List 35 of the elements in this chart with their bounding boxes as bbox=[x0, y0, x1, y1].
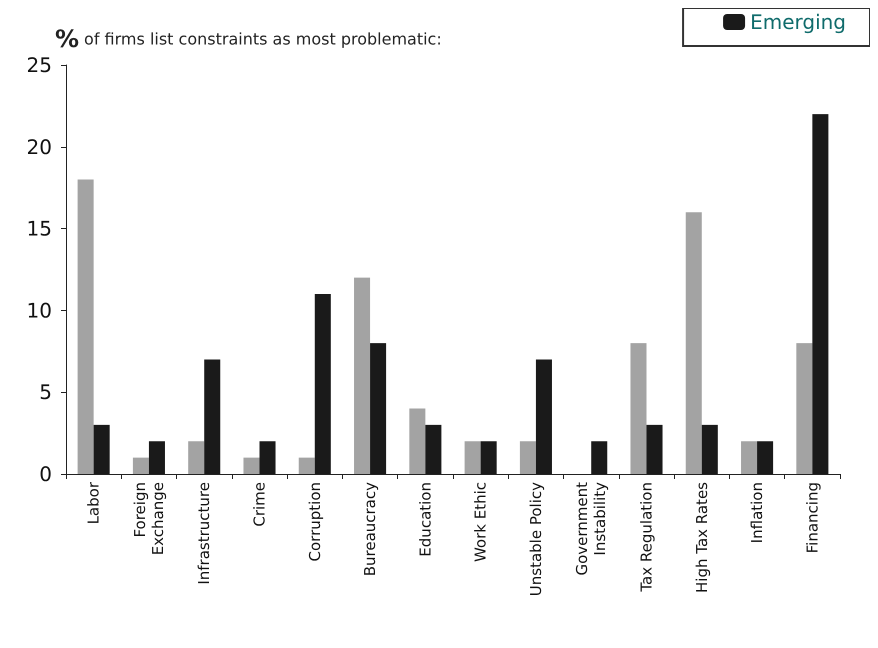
x-tick-label: Infrastructure bbox=[195, 482, 214, 585]
y-tick-label: 0 bbox=[39, 462, 52, 486]
y-tick-label: 20 bbox=[26, 134, 52, 159]
bar bbox=[188, 441, 204, 474]
bar bbox=[630, 343, 646, 474]
x-tick-label: Financing bbox=[803, 482, 822, 554]
bar bbox=[243, 458, 260, 474]
bar bbox=[78, 180, 94, 474]
x-tick-label: Bureaucracy bbox=[361, 482, 380, 576]
x-tick-label: Tax Regulation bbox=[638, 482, 656, 593]
x-tick-label: Government Instability bbox=[573, 482, 610, 576]
x-tick-label: Foreign Exchange bbox=[130, 482, 167, 556]
y-tick-label: 10 bbox=[26, 298, 52, 322]
x-tick-label: Corruption bbox=[306, 482, 324, 562]
x-tick-label: Inflation bbox=[748, 482, 766, 544]
x-tick-label: Crime bbox=[250, 482, 268, 527]
bar bbox=[796, 343, 812, 474]
x-tick-label: High Tax Rates bbox=[692, 482, 711, 593]
bar bbox=[520, 441, 536, 474]
bar bbox=[409, 408, 426, 474]
bar bbox=[686, 212, 702, 474]
y-tick-label: 5 bbox=[39, 380, 52, 404]
x-tick-label: Labor bbox=[84, 481, 103, 524]
bar bbox=[354, 278, 370, 474]
y-tick-label: 25 bbox=[26, 53, 52, 77]
bar bbox=[741, 441, 758, 474]
chart-title: % of firms list constraints as most problematic: bbox=[55, 25, 442, 53]
x-tick-label: Education bbox=[416, 482, 434, 557]
x-tick-label: Unstable Policy bbox=[526, 482, 545, 596]
bar bbox=[464, 441, 481, 474]
bar bbox=[132, 458, 149, 474]
y-tick-label: 15 bbox=[26, 216, 52, 241]
bar bbox=[298, 458, 315, 474]
x-tick-label: Work Ethic bbox=[472, 482, 490, 562]
legend-label: Emerging bbox=[750, 10, 846, 34]
